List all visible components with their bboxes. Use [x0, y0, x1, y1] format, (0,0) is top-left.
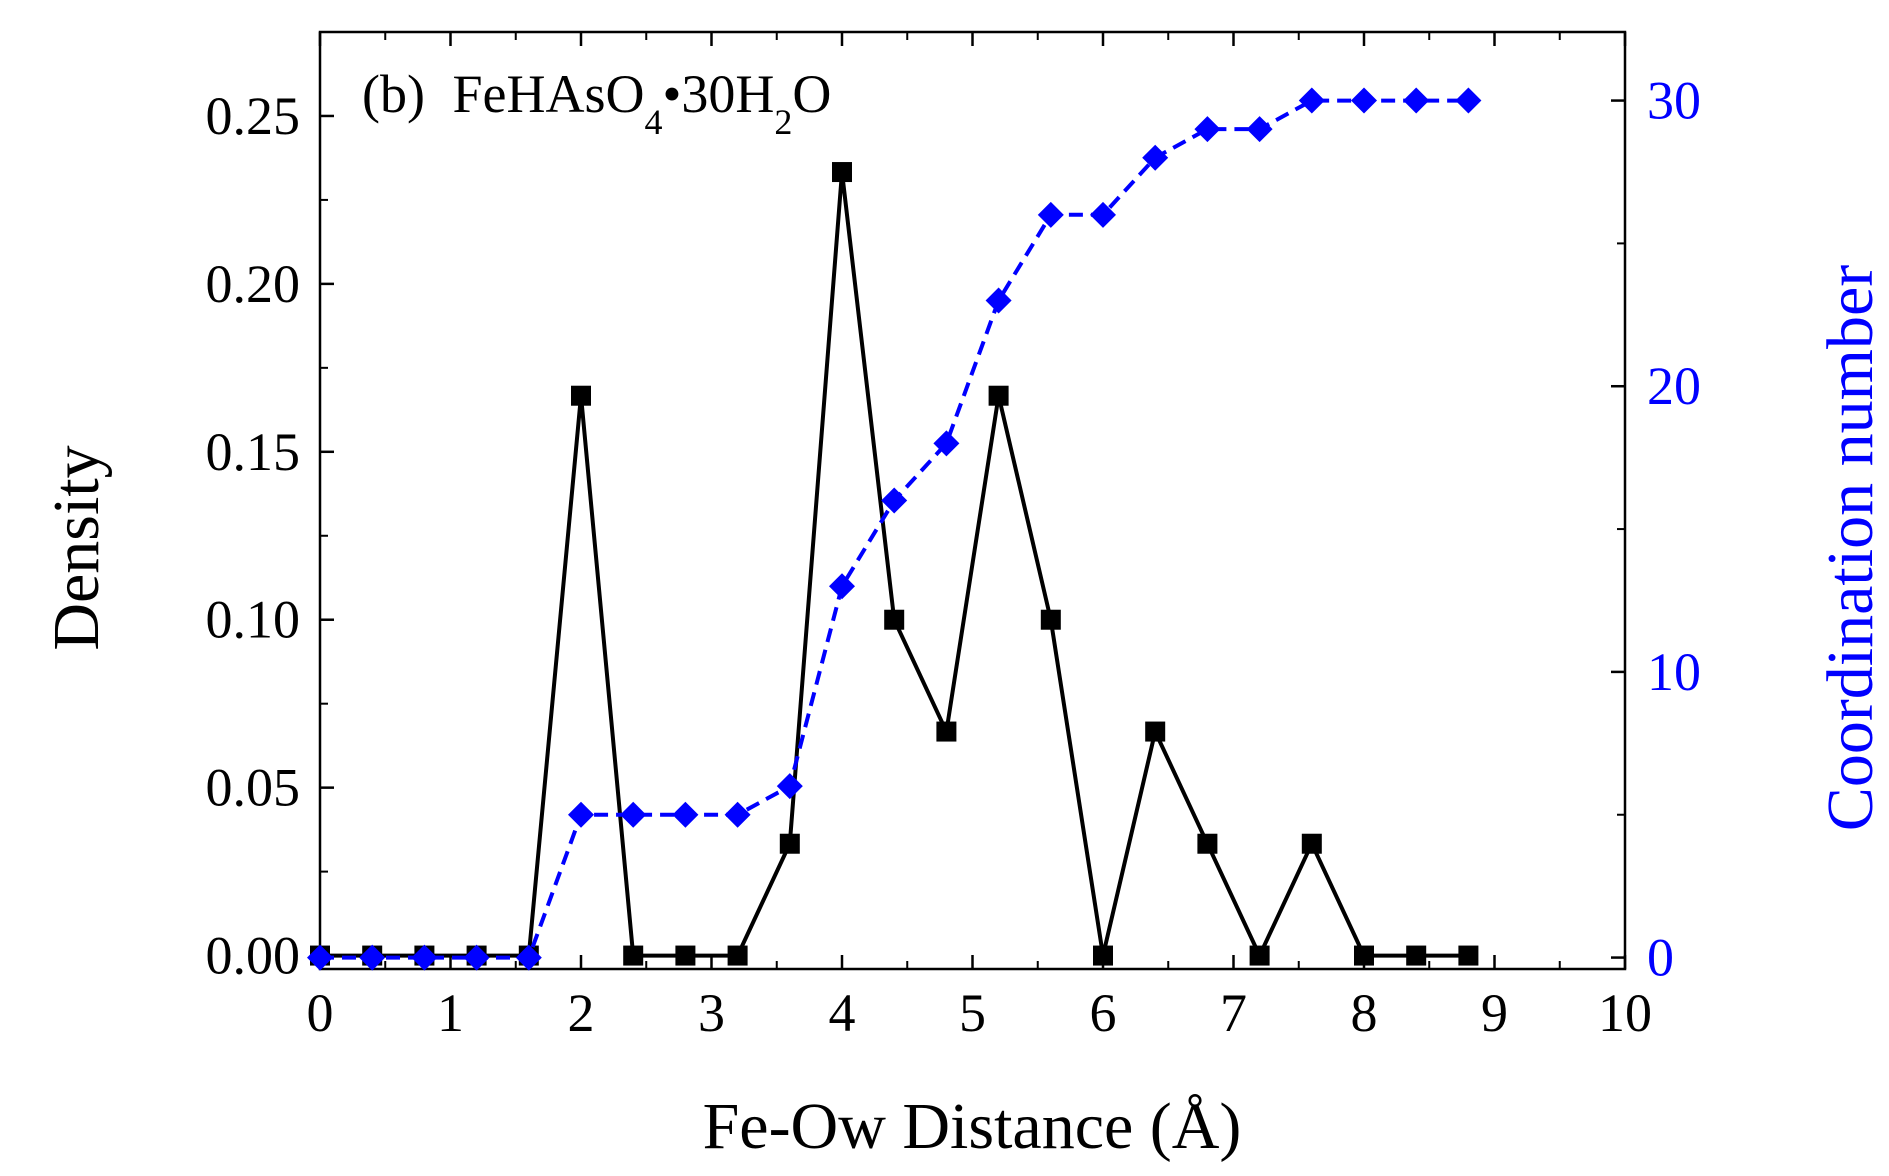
y-right-axis-ticks: 0 10 20 30 [1611, 71, 1701, 988]
density-point [1458, 945, 1479, 966]
coordination-point [881, 487, 908, 514]
panel-title: (b) FeHAsO4•30H2O [362, 64, 831, 142]
density-point [623, 945, 644, 966]
coordination-point [307, 944, 333, 971]
y-left-tick-label: 0.15 [206, 422, 301, 482]
y-left-tick-label: 0.20 [206, 254, 301, 314]
coordination-point [933, 430, 960, 457]
density-point [727, 945, 748, 966]
coordination-point [620, 801, 647, 828]
coordination-point [829, 573, 855, 600]
x-tick-label: 2 [568, 983, 595, 1043]
coordination-point [568, 801, 594, 828]
x-tick-label: 9 [1481, 983, 1508, 1043]
density-point [832, 162, 852, 183]
y-left-tick-label: 0.10 [206, 590, 301, 650]
coordination-point [776, 773, 803, 800]
y-right-tick-label: 10 [1647, 642, 1701, 702]
coordination-point [672, 801, 699, 828]
y-left-axis-ticks: 0.00 0.05 0.10 0.15 0.20 0.25 [206, 86, 334, 986]
density-point [1354, 945, 1374, 966]
density-point [884, 609, 905, 630]
density-point [675, 945, 696, 966]
coordination-point [463, 944, 490, 971]
x-tick-label: 1 [437, 983, 464, 1043]
density-point [1040, 609, 1061, 630]
coordination-point [515, 944, 542, 971]
density-point [1145, 721, 1166, 742]
coordination-series-line [320, 98, 1469, 960]
y-left-tick-label: 0.25 [206, 86, 301, 146]
density-point [1249, 945, 1270, 966]
coordination-point [1246, 116, 1273, 143]
density-point [571, 385, 591, 406]
x-tick-label: 5 [959, 983, 986, 1043]
y-left-tick-label: 0.05 [206, 758, 301, 818]
density-point [936, 721, 957, 742]
y-left-tick-label: 0.00 [206, 926, 301, 986]
coordination-point [1142, 144, 1169, 171]
y-left-axis-title: Density [40, 445, 113, 650]
y-right-tick-label: 30 [1647, 71, 1701, 131]
coordination-point [359, 944, 386, 971]
x-tick-label: 6 [1090, 983, 1117, 1043]
x-tick-label: 10 [1598, 983, 1652, 1043]
x-axis-ticks: 0 1 2 3 4 5 6 7 8 9 10 [307, 32, 1652, 1043]
coordination-point [1455, 87, 1482, 114]
plot-frame [318, 30, 1627, 971]
coordination-point [1351, 87, 1377, 114]
coordination-point [1298, 87, 1325, 114]
coordination-point [411, 944, 438, 971]
y-right-tick-label: 0 [1647, 928, 1674, 988]
x-axis-title: Fe-Ow Distance (Å) [703, 1090, 1242, 1163]
coordination-point [985, 287, 1012, 314]
density-point [1406, 945, 1427, 966]
x-tick-label: 8 [1351, 983, 1378, 1043]
x-tick-label: 3 [698, 983, 725, 1043]
density-point [1301, 833, 1322, 854]
x-tick-label: 4 [829, 983, 856, 1043]
series-layer [307, 87, 1482, 971]
x-tick-label: 0 [307, 983, 334, 1043]
density-series-line [320, 171, 1469, 961]
coordination-point [1403, 87, 1430, 114]
density-point [779, 833, 800, 854]
x-tick-label: 7 [1220, 983, 1247, 1043]
y-right-axis-title: Coordination number [1814, 265, 1887, 831]
density-point [1093, 945, 1113, 966]
y-right-tick-label: 20 [1647, 356, 1701, 416]
coordination-point [1090, 201, 1116, 228]
density-point [1197, 833, 1218, 854]
coordination-point [1194, 116, 1221, 143]
density-point [988, 385, 1009, 406]
coordination-point [724, 801, 751, 828]
coordination-point [1037, 201, 1064, 228]
